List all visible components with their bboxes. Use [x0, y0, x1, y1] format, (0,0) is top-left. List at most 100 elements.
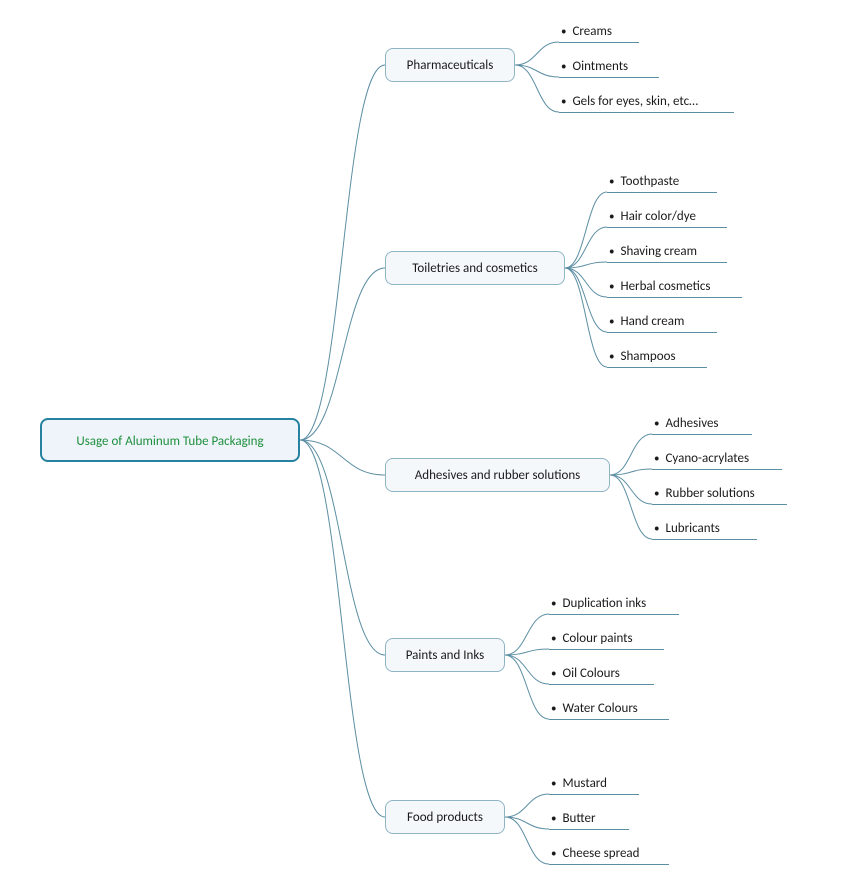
branch-node-pharma: Pharmaceuticals: [385, 48, 515, 82]
leaf-node: • Water Colours: [549, 695, 644, 718]
leaf-label: Toothpaste: [620, 174, 679, 189]
connector-paints-leaf: [505, 655, 549, 719]
leaf-underline: [549, 614, 679, 615]
connector-pharma-leaf: [515, 65, 559, 112]
connector-food-leaf: [505, 817, 549, 864]
connector-toiletries-leaf: [565, 268, 607, 367]
leaf-node: • Colour paints: [549, 625, 639, 648]
bullet-icon: •: [654, 418, 659, 429]
leaf-label: Butter: [562, 811, 595, 826]
leaf-label: Cheese spread: [562, 846, 639, 861]
leaf-label: Hand cream: [620, 314, 684, 329]
leaf-label: Oil Colours: [562, 666, 619, 681]
connector-food-leaf: [505, 817, 549, 829]
bullet-icon: •: [551, 778, 556, 789]
leaf-underline: [559, 112, 734, 113]
branch-node-toiletries: Toiletries and cosmetics: [385, 251, 565, 285]
bullet-icon: •: [561, 96, 566, 107]
leaf-node: • Creams: [559, 18, 618, 41]
bullet-icon: •: [654, 523, 659, 534]
bullet-icon: •: [551, 813, 556, 824]
leaf-label: Shaving cream: [620, 244, 697, 259]
leaf-node: • Ointments: [559, 53, 634, 76]
bullet-icon: •: [551, 598, 556, 609]
leaf-node: • Oil Colours: [549, 660, 626, 683]
connector-pharma-leaf: [515, 65, 559, 77]
connector-root-toiletries: [300, 268, 385, 440]
leaf-label: Cyano-acrylates: [665, 451, 749, 466]
bullet-icon: •: [609, 246, 614, 257]
leaf-underline: [652, 469, 782, 470]
connector-toiletries-leaf: [565, 268, 607, 332]
leaf-node: • Gels for eyes, skin, etc…: [559, 88, 704, 111]
leaf-node: • Shampoos: [607, 343, 682, 366]
leaf-label: Shampoos: [620, 349, 675, 364]
connector-root-adhesives: [300, 440, 385, 475]
leaf-label: Adhesives: [665, 416, 718, 431]
leaf-underline: [559, 77, 659, 78]
leaf-node: • Shaving cream: [607, 238, 703, 261]
bullet-icon: •: [551, 668, 556, 679]
connector-paints-leaf: [505, 649, 549, 655]
leaf-node: • Herbal cosmetics: [607, 273, 717, 296]
connector-root-paints: [300, 440, 385, 655]
connector-paints-leaf: [505, 614, 549, 655]
leaf-underline: [559, 42, 639, 43]
bullet-icon: •: [561, 61, 566, 72]
connector-adhesives-leaf: [610, 469, 652, 475]
leaf-underline: [549, 794, 639, 795]
leaf-node: •Rubber solutions: [652, 480, 761, 503]
leaf-node: • Lubricants: [652, 515, 726, 538]
connector-adhesives-leaf: [610, 434, 652, 475]
leaf-label: Water Colours: [562, 701, 637, 716]
leaf-underline: [549, 864, 669, 865]
connector-toiletries-leaf: [565, 227, 607, 268]
leaf-underline: [549, 649, 664, 650]
bullet-icon: •: [609, 281, 614, 292]
leaf-label: Ointments: [572, 59, 628, 74]
connector-root-pharma: [300, 65, 385, 440]
leaf-node: • Cheese spread: [549, 840, 645, 863]
leaf-label: Lubricants: [665, 521, 719, 536]
connector-paints-leaf: [505, 655, 549, 684]
leaf-node: • Duplication inks: [549, 590, 652, 613]
leaf-underline: [652, 539, 757, 540]
leaf-label: Gels for eyes, skin, etc…: [572, 94, 698, 109]
leaf-underline: [652, 434, 752, 435]
leaf-underline: [652, 504, 787, 505]
branch-node-adhesives: Adhesives and rubber solutions: [385, 458, 610, 492]
leaf-node: • Hand cream: [607, 308, 690, 331]
connector-pharma-leaf: [515, 42, 559, 65]
branch-node-paints: Paints and Inks: [385, 638, 505, 672]
bullet-icon: •: [561, 26, 566, 37]
leaf-label: Creams: [572, 24, 611, 39]
bullet-icon: •: [609, 211, 614, 222]
leaf-label: Herbal cosmetics: [620, 279, 710, 294]
connector-toiletries-leaf: [565, 192, 607, 268]
leaf-underline: [607, 192, 717, 193]
leaf-node: • Mustard: [549, 770, 613, 793]
bullet-icon: •: [551, 633, 556, 644]
connector-food-leaf: [505, 794, 549, 817]
connector-root-food: [300, 440, 385, 817]
bullet-icon: •: [609, 176, 614, 187]
branch-node-food: Food products: [385, 800, 505, 834]
leaf-label: Rubber solutions: [665, 486, 754, 501]
bullet-icon: •: [609, 316, 614, 327]
leaf-node: •Hair color/dye: [607, 203, 702, 226]
leaf-label: Duplication inks: [562, 596, 646, 611]
bullet-icon: •: [551, 848, 556, 859]
connector-adhesives-leaf: [610, 475, 652, 504]
bullet-icon: •: [609, 351, 614, 362]
leaf-underline: [607, 297, 742, 298]
leaf-underline: [607, 367, 707, 368]
leaf-node: • Adhesives: [652, 410, 725, 433]
connector-toiletries-leaf: [565, 268, 607, 297]
bullet-icon: •: [551, 703, 556, 714]
leaf-label: Colour paints: [562, 631, 632, 646]
leaf-underline: [549, 719, 669, 720]
root-node: Usage of Aluminum Tube Packaging: [40, 418, 300, 462]
leaf-node: • Toothpaste: [607, 168, 685, 191]
leaf-label: Mustard: [562, 776, 607, 791]
leaf-underline: [549, 829, 629, 830]
